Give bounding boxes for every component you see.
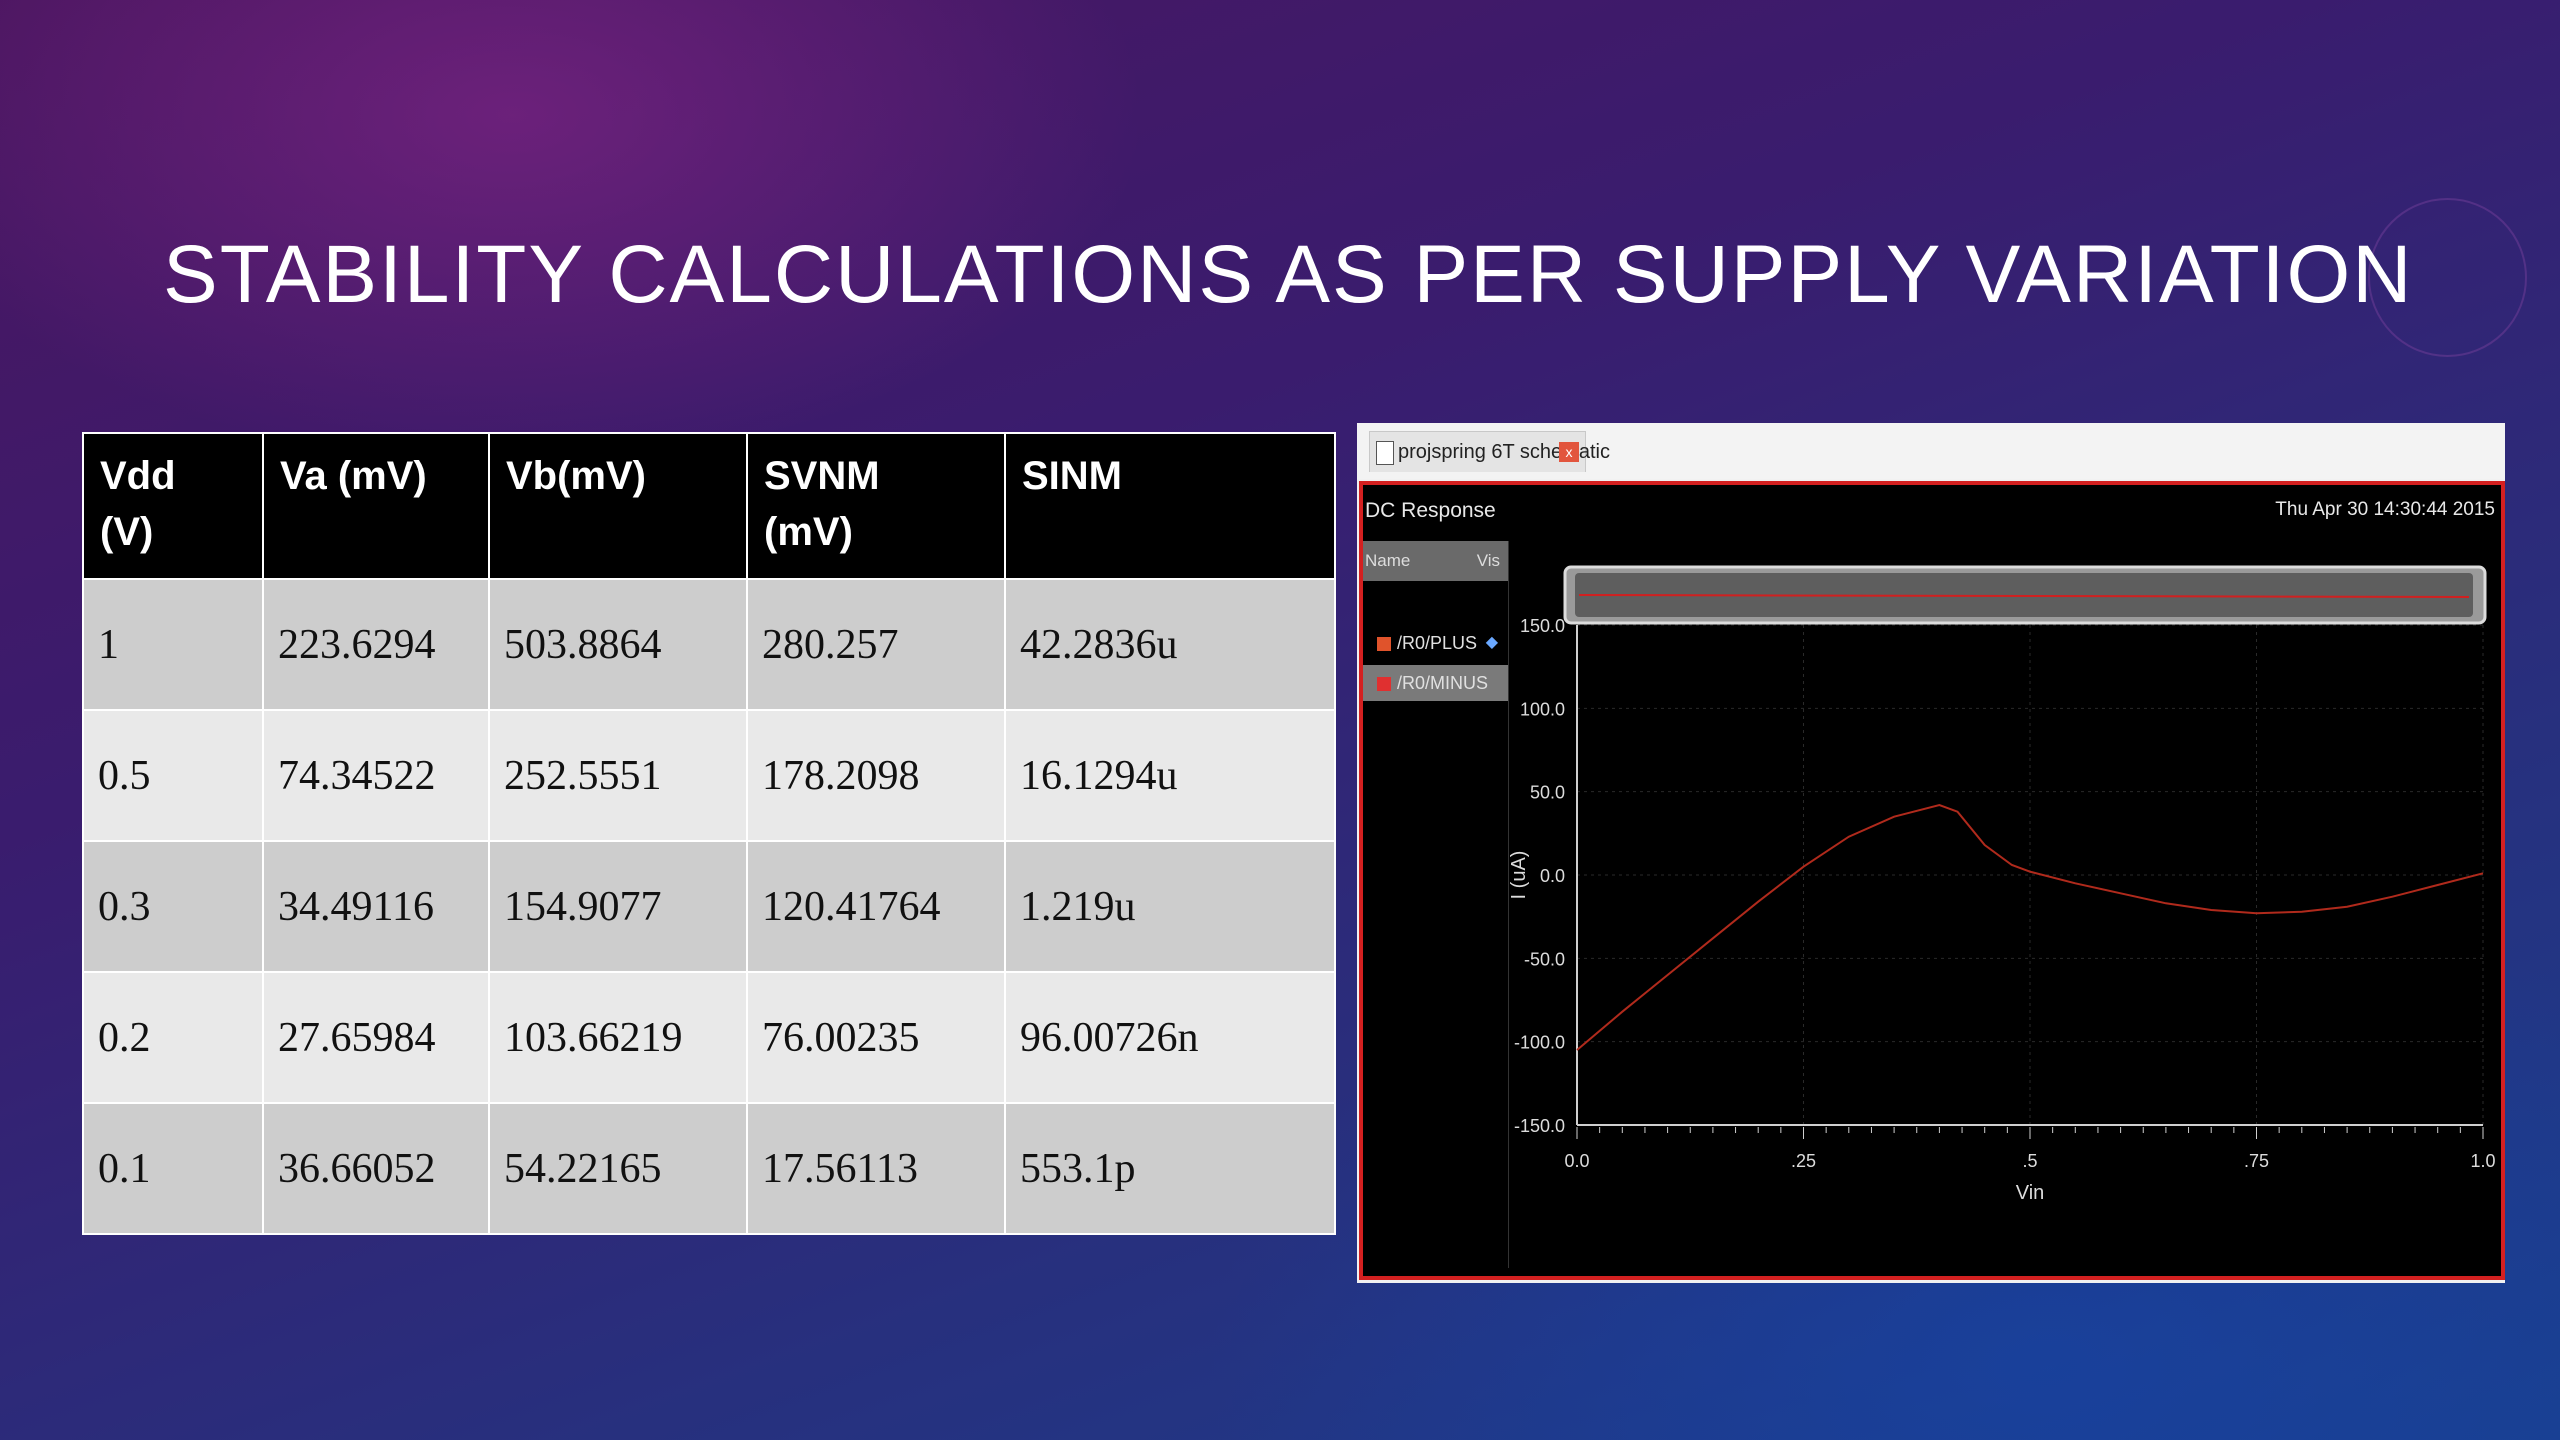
legend-item-plus[interactable]: /R0/PLUS ◆ [1363, 625, 1508, 661]
cell-vb: 503.8864 [488, 578, 748, 711]
header-vb: Vb(mV) [488, 432, 748, 580]
table-row: 0.3 34.49116 154.9077 120.41764 1.219u [82, 840, 1336, 973]
cell-sinm: 96.00726n [1004, 971, 1336, 1104]
cell-svnm: 17.56113 [746, 1102, 1006, 1235]
tab-label: projspring 6T schematic [1398, 441, 1610, 463]
cell-sinm: 16.1294u [1004, 709, 1336, 842]
y-axis-label: I (uA) [1509, 851, 1530, 900]
dc-response-chart: 150.0 100.0 50.0 0.0 -50.0 -100.0 -150.0 0.0 .25… [1509, 565, 2495, 1204]
header-va: Va (mV) [262, 432, 490, 580]
legend-header: Name Vis [1363, 541, 1508, 581]
header-svnm: SVNM (mV) [746, 432, 1006, 580]
legend-vis-header: Vis [1476, 551, 1500, 570]
cell-vb: 103.66219 [488, 971, 748, 1104]
y-tick-label: 150.0 [1520, 616, 1565, 636]
overview-trace [1578, 594, 2470, 598]
cell-svnm: 120.41764 [746, 840, 1006, 973]
cell-vdd: 0.5 [82, 709, 264, 842]
cell-svnm: 76.00235 [746, 971, 1006, 1104]
cell-va: 223.6294 [262, 578, 490, 711]
cell-vb: 252.5551 [488, 709, 748, 842]
cell-va: 34.49116 [262, 840, 490, 973]
cell-vb: 54.22165 [488, 1102, 748, 1235]
schematic-icon [1376, 440, 1394, 465]
cell-sinm: 1.219u [1004, 840, 1336, 973]
table-header-row: Vdd (V) Va (mV) Vb(mV) SVNM (mV) SINM [82, 432, 1336, 580]
cell-vdd: 0.1 [82, 1102, 264, 1235]
table-row: 1 223.6294 503.8864 280.257 42.2836u [82, 578, 1336, 711]
cell-vb: 154.9077 [488, 840, 748, 973]
cell-sinm: 42.2836u [1004, 578, 1336, 711]
cell-va: 36.66052 [262, 1102, 490, 1235]
dc-response-screenshot: projspring 6T schematic x DC Response Th… [1357, 423, 2505, 1283]
legend-item-minus[interactable]: /R0/MINUS [1363, 665, 1508, 701]
x-tick-label: .75 [2244, 1151, 2269, 1171]
close-icon[interactable]: x [1559, 442, 1579, 462]
swatch-icon [1377, 637, 1391, 652]
x-tick-label: 1.0 [2470, 1151, 2495, 1171]
y-tick-label: 100.0 [1520, 699, 1565, 719]
cell-vdd: 1 [82, 578, 264, 711]
swatch-icon [1377, 677, 1391, 692]
legend-panel: Name Vis /R0/PLUS ◆ /R0/MINUS [1363, 541, 1509, 1268]
header-sinm: SINM [1004, 432, 1336, 580]
visibility-icon[interactable]: ◆ [1485, 634, 1498, 651]
cell-svnm: 178.2098 [746, 709, 1006, 842]
x-tick-label: .25 [1791, 1151, 1816, 1171]
tab-strip: projspring 6T schematic x [1357, 423, 2505, 479]
legend-item-label: /R0/PLUS [1397, 633, 1478, 653]
x-axis-label: Vin [2016, 1182, 2045, 1204]
tab-schematic[interactable]: projspring 6T schematic x [1369, 431, 1610, 472]
legend-name-header: Name [1365, 551, 1411, 570]
table-row: 0.2 27.65984 103.66219 76.00235 96.00726… [82, 971, 1336, 1104]
y-tick-label: -150.0 [1514, 1116, 1565, 1136]
series-line-r0-plus [1576, 803, 2484, 1051]
y-tick-label: 50.0 [1530, 783, 1565, 803]
cell-sinm: 553.1p [1004, 1102, 1336, 1235]
legend-item-label: /R0/MINUS [1397, 673, 1489, 693]
y-tick-label: -50.0 [1524, 949, 1565, 969]
decorative-circle [2368, 198, 2527, 357]
cell-svnm: 280.257 [746, 578, 1006, 711]
timestamp: Thu Apr 30 14:30:44 2015 [2275, 499, 2495, 520]
y-tick-label: 0.0 [1540, 866, 1565, 886]
cell-vdd: 0.3 [82, 840, 264, 973]
cell-vdd: 0.2 [82, 971, 264, 1104]
cell-va: 27.65984 [262, 971, 490, 1104]
cell-va: 74.34522 [262, 709, 490, 842]
table-row: 0.1 36.66052 54.22165 17.56113 553.1p [82, 1102, 1336, 1235]
slide-title: STABILITY CALCULATIONS AS PER SUPPLY VAR… [163, 229, 2414, 320]
header-vdd: Vdd (V) [82, 432, 264, 580]
window-title: DC Response [1365, 499, 1496, 522]
stability-table: Vdd (V) Va (mV) Vb(mV) SVNM (mV) SINM 1 22… [82, 432, 1336, 1235]
plot-window: DC Response Thu Apr 30 14:30:44 2015 Nam… [1359, 481, 2505, 1280]
table-row: 0.5 74.34522 252.5551 178.2098 16.1294u [82, 709, 1336, 842]
x-tick-label: .5 [2022, 1151, 2037, 1171]
x-tick-label: 0.0 [1564, 1151, 1589, 1171]
y-tick-label: -100.0 [1514, 1033, 1565, 1053]
